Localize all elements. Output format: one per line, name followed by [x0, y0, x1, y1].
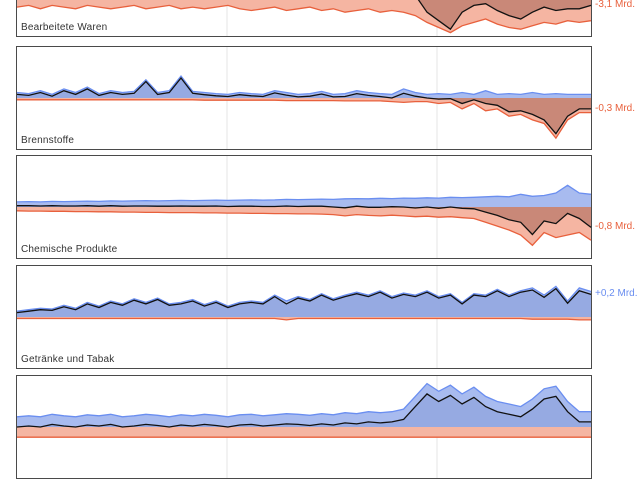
end-value-label: -0,8 Mrd.	[595, 221, 636, 233]
panel-plot	[16, 156, 592, 258]
exports-line	[16, 285, 592, 312]
panel-5	[16, 375, 592, 479]
imports-line	[17, 99, 591, 140]
panel-chemische-produkte: Chemische Produkte	[16, 155, 592, 259]
imports-line	[16, 4, 592, 34]
panel-title: Bearbeitete Waren	[21, 22, 108, 33]
end-value-label: -0,3 Mrd.	[595, 102, 636, 114]
panel-getraenke-und-tabak: Getränke und Tabak	[16, 265, 592, 369]
balance-line	[16, 76, 591, 135]
balance-positive-area	[17, 78, 591, 98]
panel-plot	[16, 47, 591, 149]
exports-line	[16, 184, 592, 203]
panel-brennstoffe: Brennstoffe	[16, 46, 592, 150]
balance-positive-area	[17, 288, 591, 317]
panel-plot	[16, 0, 592, 36]
imports-line	[17, 317, 591, 321]
imports-line	[16, 210, 592, 247]
balance-line	[17, 205, 592, 236]
panel-bearbeitete-waren: Bearbeitete Waren	[16, 0, 592, 37]
balance-line	[417, 0, 592, 31]
end-value-label: +0,2 Mrd.	[595, 288, 638, 300]
panel-plot	[16, 266, 592, 368]
balance-negative-area	[418, 0, 591, 30]
balance-negative-area	[17, 98, 591, 134]
exports-area	[17, 185, 591, 207]
balance-negative-area	[17, 207, 591, 235]
panel-title: Brennstoffe	[21, 135, 75, 146]
panel-title: Getränke und Tabak	[21, 354, 115, 365]
imports-area	[17, 427, 591, 438]
panel-title: Chemische Produkte	[21, 244, 118, 255]
end-value-label: -3,1 Mrd.	[595, 0, 636, 11]
exports-line	[16, 75, 591, 96]
panel-plot	[16, 376, 591, 478]
balance-line	[16, 287, 592, 314]
